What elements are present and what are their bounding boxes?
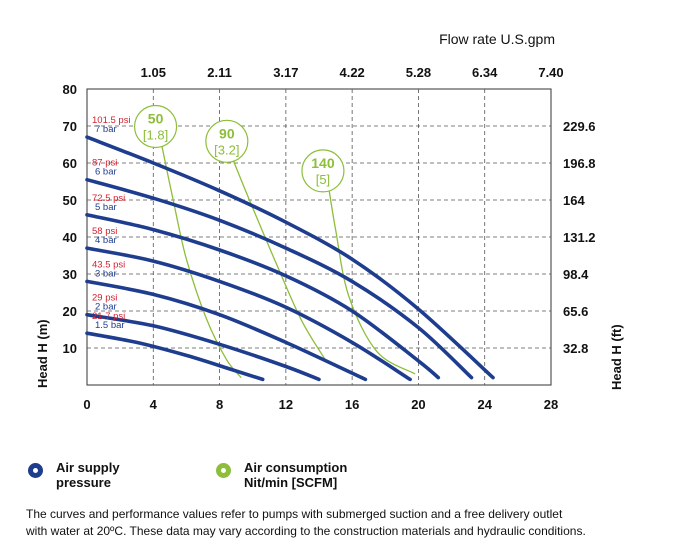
y-tick-label: 60 [63,156,77,171]
series-bar-label: 3 bar [95,268,117,279]
blue-ring-icon [28,463,43,478]
top-axis-tick-label: 6.34 [472,65,498,80]
series-psi-label: 101.5 psi [92,115,131,126]
series-psi-label: 43.5 psi [92,259,125,270]
air-consumption-curve [232,159,328,364]
series-psi-label: 29 psi [92,293,117,304]
legend-air-supply-line2: pressure [56,475,111,490]
x-tick-label: 16 [345,397,359,412]
air-consumption-scfm-label: [3.2] [214,142,239,157]
right-axis-tick-label: 32.8 [563,341,588,356]
air-consumption-marker [205,119,249,163]
air-consumption-scfm-label: [1.8] [143,128,168,143]
top-axis-tick-label: 4.22 [339,65,364,80]
air-consumption-label: 140 [311,155,335,171]
air-consumption-curves: 50[1.8] 90[3.2] 140[5] [133,104,416,379]
series-psi-label: 87 psi [92,158,117,169]
right-axis-tick-label: 131.2 [563,230,596,245]
pressure-curve [85,213,441,380]
air-consumption-curve [160,144,242,379]
green-ring-icon [216,463,231,478]
legend-air-consumption: Air consumption Nit/min [SCFM] [216,460,416,500]
pressure-curve [85,177,474,380]
air-consumption-curve [328,188,416,375]
top-axis-tick-label: 3.17 [273,65,298,80]
legend-air-supply-text: Air supply pressure [56,460,206,490]
pump-performance-chart: Flow rate U.S.gpm 0 4 8 12 16 20 24 28 10 20 30 40 5… [35,31,624,412]
y-tick-label: 50 [63,193,77,208]
right-axis-tick-label: 164 [563,193,585,208]
right-axis-tick-label: 229.6 [563,119,596,134]
top-axis-tick-label: 2.11 [207,65,232,80]
x-tick-label: 20 [411,397,425,412]
series-bar-label: 2 bar [95,302,117,313]
x-tick-label: 0 [83,397,90,412]
pressure-curves [85,135,495,382]
right-axis-tick-label: 65.6 [563,304,588,319]
x-tick-label: 24 [477,397,492,412]
top-axis-tick-label: 7.40 [538,65,563,80]
y-axis-left-label: Head H (m) [35,319,50,388]
legend-air-consumption-line2: Nit/min [SCFM] [244,475,338,490]
pressure-curve [85,279,368,382]
chart-title: Flow rate U.S.gpm [439,31,555,47]
pressure-curve [85,331,265,382]
air-consumption-label: 90 [219,125,235,141]
top-axis-tick-label: 5.28 [406,65,431,80]
legend-air-consumption-text: Air consumption Nit/min [SCFM] [244,460,394,490]
right-axis-tick-label: 196.8 [563,156,596,171]
x-tick-label: 8 [216,397,223,412]
y-tick-label: 80 [63,82,77,97]
x-tick-label: 28 [544,397,558,412]
series-bar-label: 6 bar [95,167,117,178]
y-tick-label: 70 [63,119,77,134]
air-consumption-label: 50 [148,111,164,127]
y-tick-label: 20 [63,304,77,319]
pressure-curve [85,135,495,380]
series-bar-label: 1.5 bar [95,320,125,331]
pressure-curve [85,246,412,382]
chart-svg: Flow rate U.S.gpm 0 4 8 12 16 20 24 28 10 20 30 40 5… [35,31,624,412]
x-tick-label: 4 [150,397,158,412]
top-axis-tick-label: 1.05 [141,65,166,80]
y-tick-label: 30 [63,267,77,282]
y-tick-label: 10 [63,341,77,356]
air-consumption-marker [133,104,178,149]
footnote: The curves and performance values refer … [26,506,686,540]
air-consumption-scfm-label: [5] [316,172,330,187]
pressure-curve [85,312,321,382]
series-bar-label: 7 bar [95,124,117,135]
right-axis-tick-label: 98.4 [563,267,589,282]
tick-labels: 0 4 8 12 16 20 24 28 10 20 30 40 50 60 70 80 1.05 2.11 3.1… [63,65,596,412]
legend-air-consumption-line1: Air consumption [244,460,348,475]
legend-air-supply-line1: Air supply [56,460,120,475]
series-psi-label: 58 psi [92,226,117,237]
legend-air-supply: Air supply pressure [28,460,208,500]
series-bar-label: 5 bar [95,202,117,213]
y-tick-label: 40 [63,230,77,245]
footnote-line1: The curves and performance values refer … [26,507,563,521]
air-consumption-marker [301,149,345,193]
series-psi-label: 72.5 psi [92,193,125,204]
series-psi-label: 21.7 psi [92,311,125,322]
footnote-line2: with water at 20ºC. These data may vary … [26,524,586,538]
y-axis-right-label: Head H (ft) [609,324,624,390]
series-bar-label: 4 bar [95,235,117,246]
x-tick-label: 12 [279,397,293,412]
